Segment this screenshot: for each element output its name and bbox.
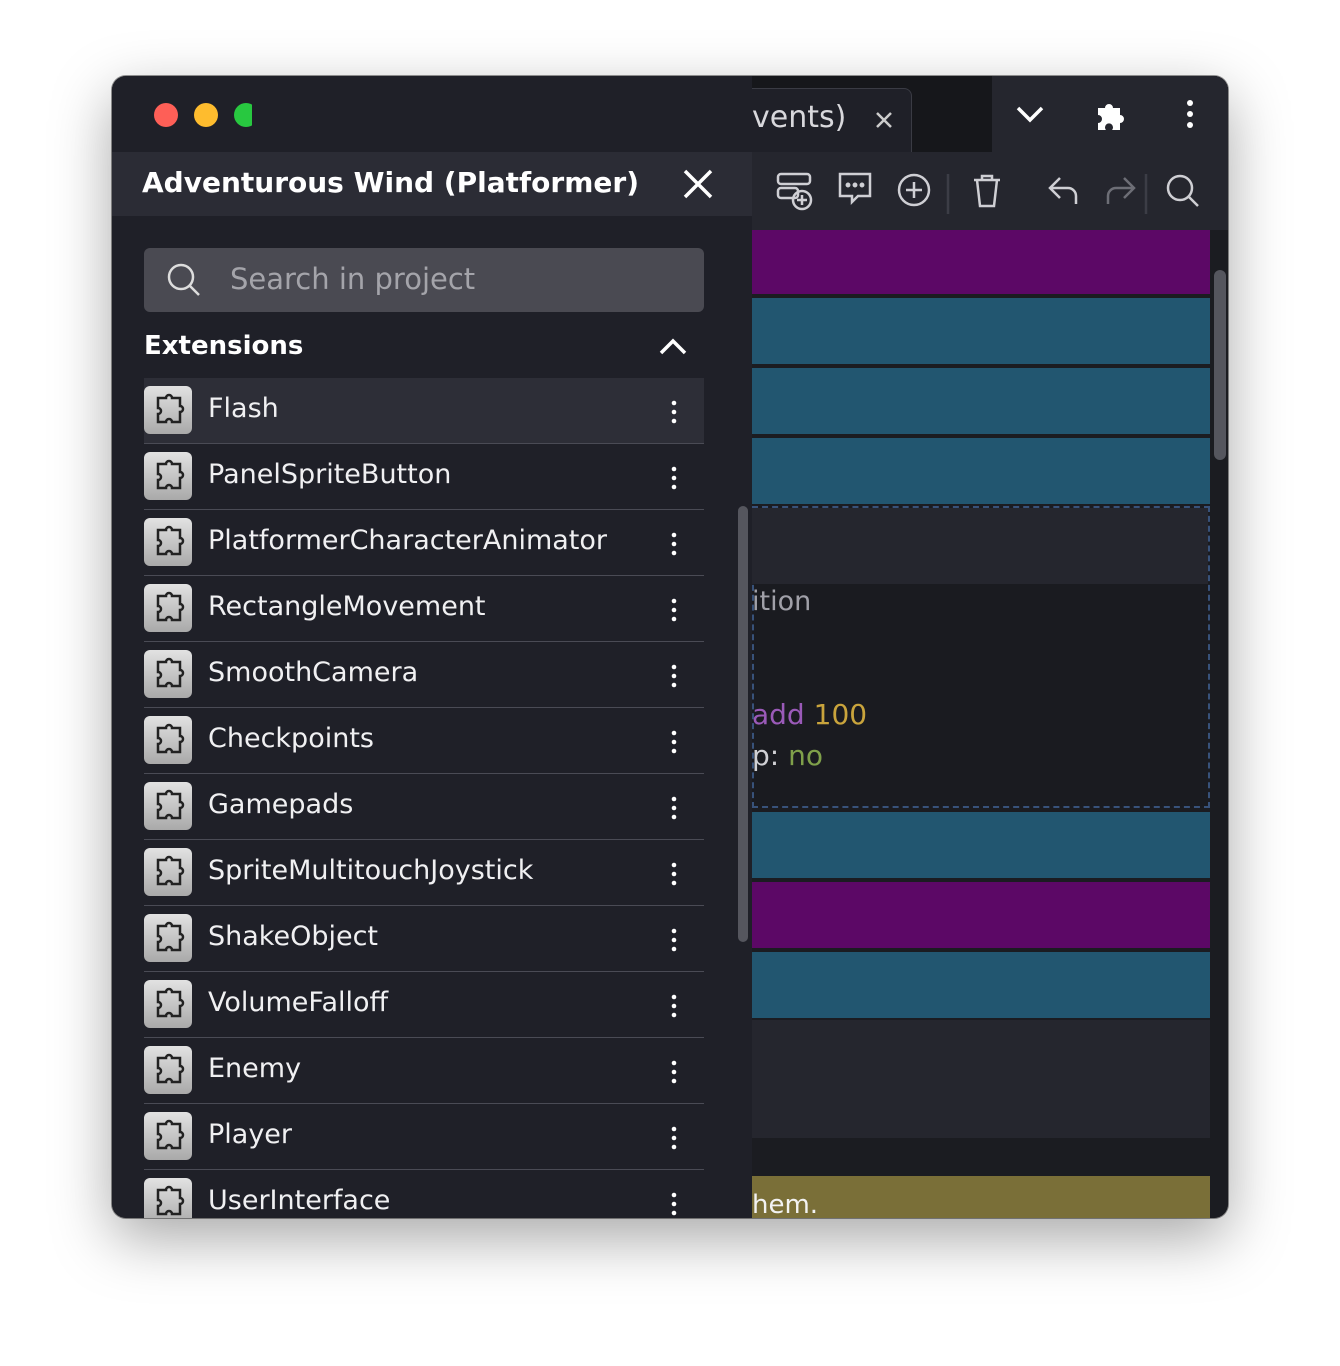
extension-row[interactable]: RectangleMovement <box>144 576 704 642</box>
tab-close[interactable] <box>874 110 894 130</box>
extension-icon <box>144 1046 192 1094</box>
extension-name: Checkpoints <box>208 723 374 754</box>
close-button[interactable] <box>682 168 714 200</box>
extension-row[interactable]: Enemy <box>144 1038 704 1104</box>
event-group[interactable] <box>752 812 1210 878</box>
comment[interactable] <box>752 1176 1210 1218</box>
window: vents) ition add 100 p: no hem. Adventur… <box>112 76 1228 1218</box>
extension-row[interactable]: SpriteMultitouchJoystick <box>144 840 704 906</box>
extension-name: RectangleMovement <box>208 591 486 622</box>
extension-icon <box>144 782 192 830</box>
search-box[interactable] <box>144 248 704 312</box>
row-menu[interactable] <box>670 598 678 626</box>
extension-icon <box>144 1112 192 1160</box>
extension-icon <box>144 1178 192 1218</box>
extension-name: SmoothCamera <box>208 657 419 688</box>
param-label: p: <box>752 739 780 772</box>
row-menu[interactable] <box>670 664 678 692</box>
extension-row[interactable]: PlatformerCharacterAnimator <box>144 510 704 576</box>
row-menu[interactable] <box>670 1192 678 1218</box>
extension-name: UserInterface <box>208 1185 391 1216</box>
extensions-button[interactable] <box>1094 98 1128 132</box>
extension-row[interactable]: VolumeFalloff <box>144 972 704 1038</box>
drawer-scrollbar[interactable] <box>738 506 748 942</box>
event-group[interactable] <box>752 368 1210 434</box>
row-menu[interactable] <box>670 1060 678 1088</box>
menu-button[interactable] <box>1178 98 1202 132</box>
row-menu[interactable] <box>670 862 678 890</box>
extension-name: ShakeObject <box>208 921 379 952</box>
action-text: add 100 <box>752 698 867 731</box>
extension-icon <box>144 716 192 764</box>
action-verb: add <box>752 698 805 731</box>
extension-icon <box>144 914 192 962</box>
extension-name: SpriteMultitouchJoystick <box>208 855 534 886</box>
extension-row[interactable]: SmoothCamera <box>144 642 704 708</box>
extension-icon <box>144 518 192 566</box>
extension-icon <box>144 452 192 500</box>
param-text: p: no <box>752 739 823 772</box>
traffic-lights <box>154 103 252 127</box>
event-group[interactable] <box>752 952 1210 1018</box>
extension-icon <box>144 650 192 698</box>
extension-name: Enemy <box>208 1053 302 1084</box>
extension-row[interactable]: Player <box>144 1104 704 1170</box>
search-icon <box>167 263 200 296</box>
drawer-header <box>112 152 752 216</box>
event-group[interactable] <box>752 882 1210 948</box>
extension-name: Flash <box>208 393 279 424</box>
param-value: no <box>788 739 824 772</box>
condition-text: ition <box>752 586 812 617</box>
extension-icon <box>144 386 192 434</box>
action-value: 100 <box>813 698 868 731</box>
row-menu[interactable] <box>670 532 678 560</box>
row-menu[interactable] <box>670 928 678 956</box>
collapse-icon[interactable] <box>658 336 688 358</box>
row-menu[interactable] <box>670 1126 678 1154</box>
extension-name: PanelSpriteButton <box>208 459 452 490</box>
toolbar-icons <box>776 172 1199 214</box>
tab-label: vents) <box>752 100 847 135</box>
section-title[interactable]: Extensions <box>144 331 304 361</box>
extension-row[interactable]: Checkpoints <box>144 708 704 774</box>
row-menu[interactable] <box>670 796 678 824</box>
extension-list: Flash PanelSpriteButton PlatformerCharacte… <box>112 378 752 1218</box>
row-menu[interactable] <box>670 994 678 1022</box>
extension-row[interactable]: Flash <box>144 378 704 444</box>
extension-name: VolumeFalloff <box>208 987 389 1018</box>
extension-icon <box>144 980 192 1028</box>
extension-name: Player <box>208 1119 293 1150</box>
project-title: Adventurous Wind (Platformer) <box>142 166 639 199</box>
extension-name: Gamepads <box>208 789 354 820</box>
comment-text: hem. <box>752 1190 819 1218</box>
event-group[interactable] <box>752 298 1210 364</box>
event-header <box>752 508 1208 584</box>
editor-scrollbar[interactable] <box>1214 270 1226 460</box>
extension-name: PlatformerCharacterAnimator <box>208 525 608 556</box>
row-menu[interactable] <box>670 400 678 428</box>
extension-icon <box>144 848 192 896</box>
event-empty <box>752 1020 1210 1138</box>
extension-row[interactable]: Gamepads <box>144 774 704 840</box>
extension-row[interactable]: ShakeObject <box>144 906 704 972</box>
extension-row[interactable]: UserInterface <box>144 1170 704 1218</box>
chevron-button[interactable] <box>1012 100 1048 130</box>
row-menu[interactable] <box>670 730 678 758</box>
search-placeholder: Search in project <box>230 262 476 296</box>
toolbar <box>752 152 1228 230</box>
extension-row[interactable]: PanelSpriteButton <box>144 444 704 510</box>
event-group[interactable] <box>752 438 1210 504</box>
event-group[interactable] <box>752 230 1210 294</box>
extension-icon <box>144 584 192 632</box>
row-menu[interactable] <box>670 466 678 494</box>
